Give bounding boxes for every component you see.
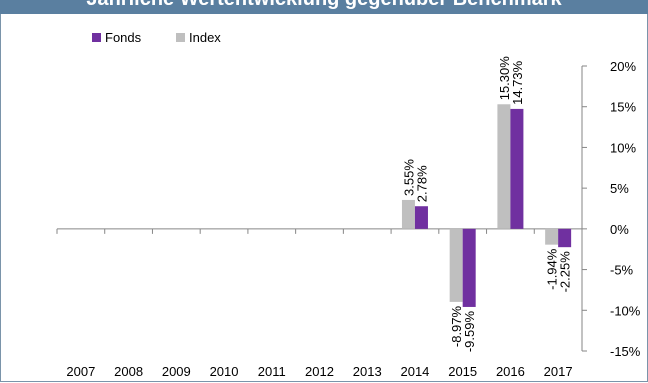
- y-tick-label: 5%: [610, 181, 629, 196]
- y-tick-label: 10%: [610, 140, 636, 155]
- legend-swatch-index: [176, 33, 185, 42]
- bar-fonds: [414, 206, 428, 229]
- legend-swatch-fonds: [92, 33, 101, 42]
- header-bar: Jährliche Wertentwicklung gegenüber Benc…: [0, 0, 648, 14]
- x-tick-label: 2013: [353, 364, 382, 379]
- y-tick-label: 0%: [610, 222, 629, 237]
- bar-fonds: [558, 228, 572, 248]
- data-label: -1.94%: [545, 248, 560, 290]
- x-tick-label: 2008: [114, 364, 143, 379]
- bar-index: [497, 104, 511, 229]
- y-tick-label: -5%: [610, 263, 634, 278]
- chart-header-title: Jährliche Wertentwicklung gegenüber Benc…: [0, 0, 648, 11]
- data-label: -8.97%: [449, 305, 464, 347]
- bar-index: [449, 228, 463, 302]
- x-tick-label: 2009: [162, 364, 191, 379]
- data-label: 14.73%: [510, 60, 525, 105]
- bar-fonds: [510, 108, 524, 229]
- x-tick-label: 2015: [448, 364, 477, 379]
- bar-index: [545, 228, 559, 245]
- y-tick-label: -10%: [610, 303, 641, 318]
- bar-index: [401, 199, 415, 229]
- x-tick-label: 2011: [258, 364, 286, 379]
- x-tick-label: 2010: [210, 364, 239, 379]
- x-tick-label: 2007: [66, 364, 95, 379]
- data-label: 15.30%: [497, 56, 512, 101]
- data-label: 2.78%: [414, 165, 429, 202]
- data-label: -2.25%: [558, 251, 573, 293]
- y-tick-label: 20%: [610, 59, 636, 74]
- x-tick-label: 2012: [305, 364, 334, 379]
- x-tick-label: 2014: [400, 364, 429, 379]
- data-label: -9.59%: [462, 311, 477, 353]
- bar-fonds: [462, 228, 476, 307]
- data-label: 3.55%: [401, 159, 416, 196]
- legend-label-index: Index: [189, 30, 221, 45]
- y-tick-label: 15%: [610, 100, 636, 115]
- x-tick-label: 2016: [496, 364, 525, 379]
- y-tick-label: -15%: [610, 344, 641, 359]
- legend-label-fonds: Fonds: [105, 30, 142, 45]
- x-tick-label: 2017: [544, 364, 573, 379]
